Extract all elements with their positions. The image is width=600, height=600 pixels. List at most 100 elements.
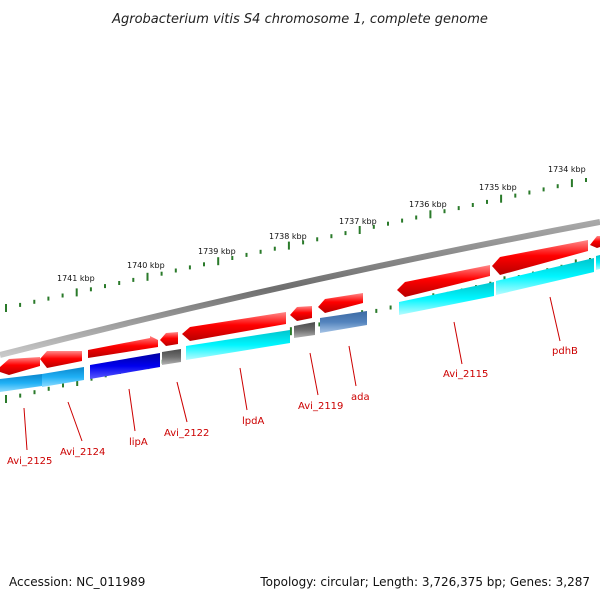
upper-scale-mark: [75, 288, 78, 297]
gene-avi-2124-rev[interactable]: [42, 367, 84, 387]
upper-scale-mark: [287, 241, 290, 250]
reverse-strand-genes: [0, 255, 600, 392]
upper-scale-mark: [528, 190, 531, 195]
gene-labels: Avi_2125 Avi_2124 lipA Avi_2122 lpdA Avi…: [7, 346, 578, 467]
lower-scale-mark: [318, 322, 321, 327]
gene-avi-2119[interactable]: [290, 306, 312, 321]
upper-scale-mark: [316, 237, 319, 242]
gene-ada[interactable]: [318, 293, 363, 313]
gene-lpdA[interactable]: [182, 312, 286, 341]
scale-label-1736: 1736 kbp: [409, 200, 447, 209]
leader-avi-2122: [176, 381, 188, 423]
upper-scale-mark: [132, 277, 135, 282]
gene-lipA-rev[interactable]: [90, 353, 160, 379]
lower-scale-mark: [389, 305, 392, 310]
gene-avi-2119-rev[interactable]: [294, 322, 315, 338]
scale-label-1734: 1734 kbp: [548, 165, 586, 174]
upper-scale-mark: [514, 193, 517, 198]
gene-offscreen-right[interactable]: [590, 236, 600, 248]
gene-avi-2122[interactable]: [160, 332, 178, 346]
upper-scale-mark: [401, 218, 404, 223]
upper-scale-mark: [387, 221, 389, 226]
gene-pdhB-rev[interactable]: [496, 258, 594, 295]
map-title: Agrobacterium vitis S4 chromosome 1, com…: [111, 12, 488, 27]
lower-scale-mark: [62, 383, 64, 388]
upper-scale-mark: [47, 296, 50, 301]
leader-ada: [348, 345, 357, 387]
upper-scale-mark: [585, 178, 587, 182]
gene-avi-2125[interactable]: [0, 357, 40, 375]
gene-pdhB[interactable]: [492, 240, 588, 275]
scale-label-1741: 1741 kbp: [57, 274, 95, 283]
gene-avi-2125-rev[interactable]: [0, 374, 42, 392]
upper-scale-mark: [344, 231, 347, 236]
upper-scale-mark: [259, 249, 262, 254]
upper-scale-mark: [500, 194, 503, 203]
gene-label-lpdA[interactable]: lpdA: [242, 416, 264, 427]
accession-text: Accession: NC_011989: [9, 575, 145, 589]
forward-strand-genes: [0, 236, 600, 375]
gene-label-avi-2124[interactable]: Avi_2124: [60, 447, 105, 458]
lower-scale-mark: [47, 386, 50, 391]
upper-scale-mark: [556, 184, 559, 189]
upper-scale-mark: [429, 210, 432, 219]
upper-scale-mark: [89, 287, 92, 292]
leader-lipA: [128, 388, 136, 432]
upper-scale-mark: [457, 206, 460, 211]
upper-scale-mark: [61, 293, 64, 298]
upper-scale-mark: [160, 271, 163, 276]
gene-ada-rev[interactable]: [320, 311, 367, 333]
lower-scale-mark: [19, 393, 22, 398]
scale-label-1738: 1738 kbp: [269, 232, 307, 241]
leader-avi-2125: [23, 407, 28, 451]
gene-avi-2115[interactable]: [397, 265, 490, 297]
upper-scale-mark: [203, 262, 205, 267]
gene-label-avi-2119[interactable]: Avi_2119: [298, 401, 343, 412]
topology-summary-text: Topology: circular; Length: 3,726,375 bp…: [259, 575, 590, 589]
scale-label-1739: 1739 kbp: [198, 247, 236, 256]
gene-label-avi-2122[interactable]: Avi_2122: [164, 428, 209, 439]
gene-lpdA-rev[interactable]: [186, 330, 290, 360]
gene-lipA[interactable]: [88, 336, 158, 358]
upper-scale-mark: [19, 302, 22, 307]
upper-scale-mark: [245, 252, 248, 257]
genome-backbone: [0, 219, 600, 358]
upper-scale-mark: [217, 257, 220, 266]
scale-label-1740: 1740 kbp: [127, 261, 165, 270]
upper-scale-mark: [174, 268, 177, 273]
leader-avi-2119: [309, 352, 319, 396]
gene-label-pdhB[interactable]: pdhB: [552, 346, 578, 357]
gene-avi-2115-rev[interactable]: [399, 282, 494, 315]
upper-scale-mark: [302, 240, 305, 245]
gene-avi-2124[interactable]: [40, 351, 82, 368]
leader-avi-2115: [453, 321, 463, 365]
upper-scale-mark: [118, 281, 121, 285]
gene-label-lipA[interactable]: lipA: [129, 437, 148, 448]
upper-scale-mark: [542, 187, 545, 192]
upper-scale-mark: [104, 284, 106, 289]
upper-scale-mark: [443, 209, 446, 214]
lower-scale-mark: [375, 308, 378, 313]
leader-pdhB: [549, 296, 561, 342]
gene-label-avi-2115[interactable]: Avi_2115: [443, 369, 488, 380]
upper-scale-mark: [5, 304, 7, 312]
lower-scale-mark: [289, 327, 292, 336]
lower-scale-mark: [33, 390, 36, 395]
upper-scale-mark: [330, 234, 333, 239]
lower-scale-mark: [76, 378, 79, 386]
upper-scale-mark: [471, 203, 474, 207]
gene-label-avi-2125[interactable]: Avi_2125: [7, 456, 52, 467]
upper-scale-mark: [33, 299, 36, 304]
scale-label-1735: 1735 kbp: [479, 183, 517, 192]
scale-label-1737: 1737 kbp: [339, 217, 377, 226]
upper-scale-mark: [146, 272, 149, 281]
gene-label-ada[interactable]: ada: [351, 392, 370, 403]
gene-avi-2122-rev[interactable]: [162, 349, 181, 365]
gene-offscreen-right-rev[interactable]: [596, 255, 600, 270]
upper-scale-mark: [231, 256, 234, 260]
upper-scale-mark: [372, 224, 375, 229]
upper-scale-mark: [188, 265, 191, 270]
label-leader-lines: [23, 296, 561, 451]
